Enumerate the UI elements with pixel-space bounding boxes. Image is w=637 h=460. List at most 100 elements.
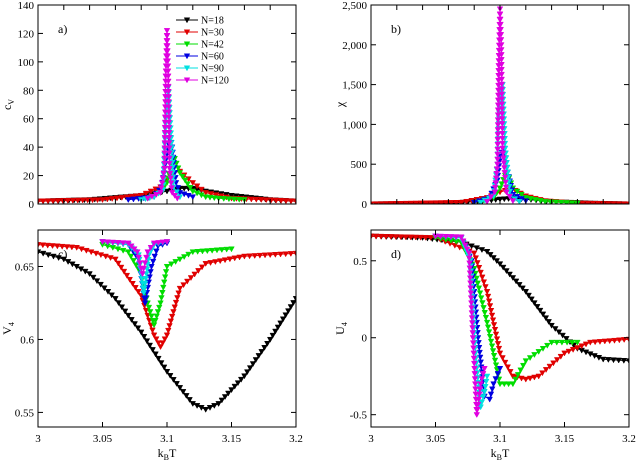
data-point [532, 197, 539, 203]
data-point [38, 242, 42, 248]
panel-b: 0 500 1,000 1,500 2,000 2,500 b) χ [333, 0, 630, 211]
data-point [179, 389, 187, 395]
data-point [161, 274, 169, 281]
data-point [89, 197, 96, 204]
data-point [120, 268, 128, 275]
data-point [186, 185, 194, 191]
data-point [476, 391, 483, 398]
data-point [152, 351, 159, 358]
data-point [500, 264, 507, 271]
data-point [496, 11, 504, 18]
data-point [468, 305, 475, 312]
data-point [382, 234, 390, 240]
data-point [163, 239, 171, 245]
data-point [497, 32, 505, 38]
data-point [480, 371, 487, 377]
data-point [252, 357, 260, 364]
data-point [164, 68, 172, 75]
data-point [498, 62, 505, 68]
data-point [176, 285, 184, 292]
data-point [487, 308, 495, 314]
data-point [528, 296, 535, 303]
data-point [174, 165, 182, 172]
data-point [187, 275, 195, 282]
data-point [230, 196, 238, 203]
data-point [74, 197, 81, 204]
data-point [189, 180, 197, 186]
series-group [38, 28, 296, 204]
data-point [138, 276, 146, 282]
data-point [165, 94, 172, 100]
y-tick-label: 0.65 [15, 261, 35, 273]
data-point [173, 381, 180, 387]
legend-label: N=30 [201, 28, 224, 39]
data-point [153, 313, 160, 320]
data-point [94, 197, 101, 204]
data-point [469, 335, 477, 342]
data-point [272, 197, 280, 204]
data-point [195, 268, 202, 274]
data-point [498, 116, 506, 123]
data-point [180, 185, 188, 192]
data-point [132, 262, 140, 269]
data-point [282, 312, 289, 319]
data-point [86, 271, 93, 278]
data-point [165, 99, 172, 106]
data-point [402, 234, 409, 241]
data-point [497, 26, 504, 33]
data-point [487, 338, 495, 345]
data-point [522, 289, 530, 295]
data-point [255, 353, 262, 359]
data-point [496, 381, 504, 388]
data-point [282, 198, 290, 204]
data-point [38, 249, 42, 256]
data-point [189, 188, 197, 195]
data-point [516, 282, 523, 288]
data-point [150, 332, 158, 339]
data-point [223, 246, 230, 253]
data-point [39, 250, 47, 257]
data-point [194, 249, 201, 255]
data-point [476, 290, 484, 297]
data-point [494, 371, 502, 377]
data-point [522, 376, 530, 383]
data-point [172, 259, 179, 265]
data-point [180, 282, 187, 289]
data-point [483, 378, 490, 385]
y-tick-label: 120 [18, 28, 35, 40]
data-point [237, 376, 245, 383]
data-point [101, 285, 108, 292]
data-point [142, 295, 150, 302]
data-point [167, 373, 174, 379]
data-point [246, 253, 253, 260]
data-point [206, 405, 214, 411]
data-point [468, 310, 475, 317]
x-tick-label: 3.05 [426, 433, 446, 445]
legend-label: N=18 [201, 16, 224, 27]
data-point [488, 312, 496, 319]
data-point [164, 53, 171, 60]
data-point [117, 264, 125, 271]
series-line-n-30 [371, 235, 629, 380]
x-tick-label: 3.1 [493, 433, 507, 445]
data-point [498, 101, 506, 108]
data-point [513, 188, 521, 195]
data-point [140, 290, 148, 297]
panel-label: c) [58, 247, 67, 261]
data-point [548, 339, 555, 346]
data-point [143, 271, 150, 278]
data-point [498, 47, 505, 54]
data-point [488, 343, 496, 350]
data-point [211, 195, 218, 202]
data-point [226, 256, 234, 263]
x-tick-label: 3.15 [555, 433, 575, 445]
y-tick-label: -0.5 [350, 410, 368, 422]
data-point [561, 350, 568, 357]
data-point [470, 250, 478, 257]
data-point [432, 200, 440, 204]
data-point [469, 340, 477, 347]
data-point [167, 180, 175, 187]
y-axis-label: χ [333, 101, 347, 108]
data-point [458, 234, 465, 241]
data-point [279, 316, 287, 323]
